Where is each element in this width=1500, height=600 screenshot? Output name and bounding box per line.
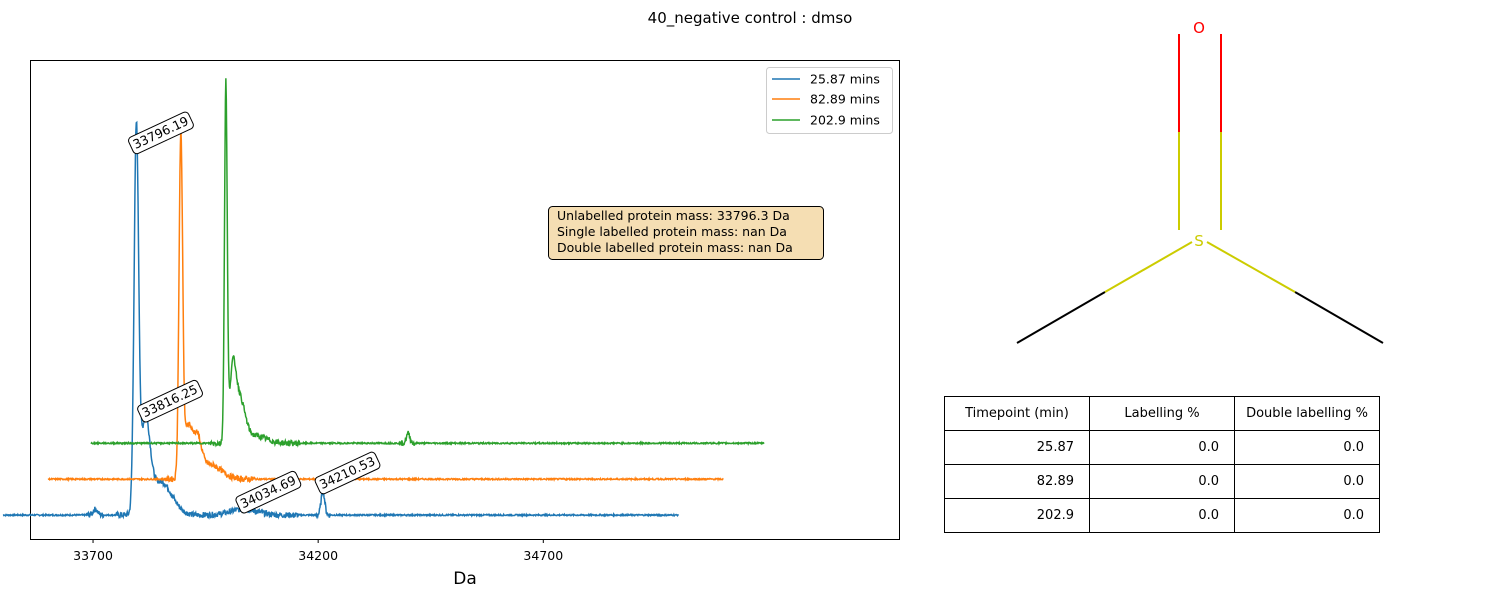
figure-title: 40_negative control : dmso <box>647 9 853 27</box>
peak-label-box <box>314 451 381 495</box>
table-cell: 0.0 <box>1234 498 1380 533</box>
table-header-row: Timepoint (min) Labelling % Double label… <box>944 396 1380 431</box>
legend-label-2: 82.89 mins <box>810 92 880 107</box>
table-row: 202.9 0.0 0.0 <box>944 498 1380 533</box>
bond-c2-s-yellow <box>1206 241 1296 293</box>
info-line-single: Single labelled protein mass: nan Da <box>557 224 787 239</box>
info-line-double: Double labelled protein mass: nan Da <box>557 240 793 255</box>
bond-c2-s-black <box>1294 291 1384 344</box>
bond-c1-s-yellow <box>1104 241 1193 293</box>
legend-label-3: 202.9 mins <box>810 113 880 128</box>
table-cell: 25.87 <box>944 430 1090 465</box>
x-tick-label: 34700 <box>523 548 563 563</box>
table-cell: 82.89 <box>944 464 1090 499</box>
series-line-3 <box>90 78 765 448</box>
table-cell: 202.9 <box>944 498 1090 533</box>
mass-info-box: Unlabelled protein mass: 33796.3 Da Sing… <box>548 206 824 260</box>
peak-label: 34034.69 <box>235 470 302 514</box>
table-header-cell: Timepoint (min) <box>944 396 1090 431</box>
table-header-cell: Labelling % <box>1089 396 1235 431</box>
labelling-table: Timepoint (min) Labelling % Double label… <box>944 396 1380 533</box>
peak-label-box <box>128 111 194 155</box>
legend-label-1: 25.87 mins <box>810 72 880 87</box>
table-cell: 0.0 <box>1089 464 1235 499</box>
table-cell: 0.0 <box>1234 430 1380 465</box>
x-axis-label: Da <box>453 569 477 589</box>
spectrum-chart: 33700 34200 34700 Da 33796.1933816.2534034… <box>2 60 900 589</box>
info-line-unlabelled: Unlabelled protein mass: 33796.3 Da <box>557 208 790 223</box>
table-row: 25.87 0.0 0.0 <box>944 430 1380 465</box>
atom-sulfur-label: S <box>1194 232 1204 250</box>
x-axis: 33700 34200 34700 <box>73 539 563 563</box>
molecule-structure: O S <box>1016 19 1384 344</box>
table-row: 82.89 0.0 0.0 <box>944 464 1380 499</box>
peak-label-box <box>235 470 302 514</box>
table-cell: 0.0 <box>1089 498 1235 533</box>
series-line-1 <box>2 120 680 520</box>
info-box-frame <box>548 206 824 260</box>
table-cell: 0.0 <box>1089 430 1235 465</box>
table-header-cell: Double labelling % <box>1234 396 1380 431</box>
x-tick-label: 33700 <box>73 548 113 563</box>
table-cell: 0.0 <box>1234 464 1380 499</box>
atom-oxygen-label: O <box>1193 19 1205 37</box>
legend: 25.87 mins 82.89 mins 202.9 mins <box>766 67 893 134</box>
series-layer <box>2 78 765 520</box>
plot-frame <box>30 60 900 540</box>
bond-c1-s-black <box>1016 291 1106 344</box>
series-line-2 <box>47 128 724 484</box>
x-tick-label: 34200 <box>298 548 338 563</box>
legend-frame <box>766 67 893 134</box>
peak-label-box <box>137 379 203 423</box>
peak-label: 33816.25 <box>137 379 203 423</box>
peak-label: 34210.53 <box>314 451 381 495</box>
